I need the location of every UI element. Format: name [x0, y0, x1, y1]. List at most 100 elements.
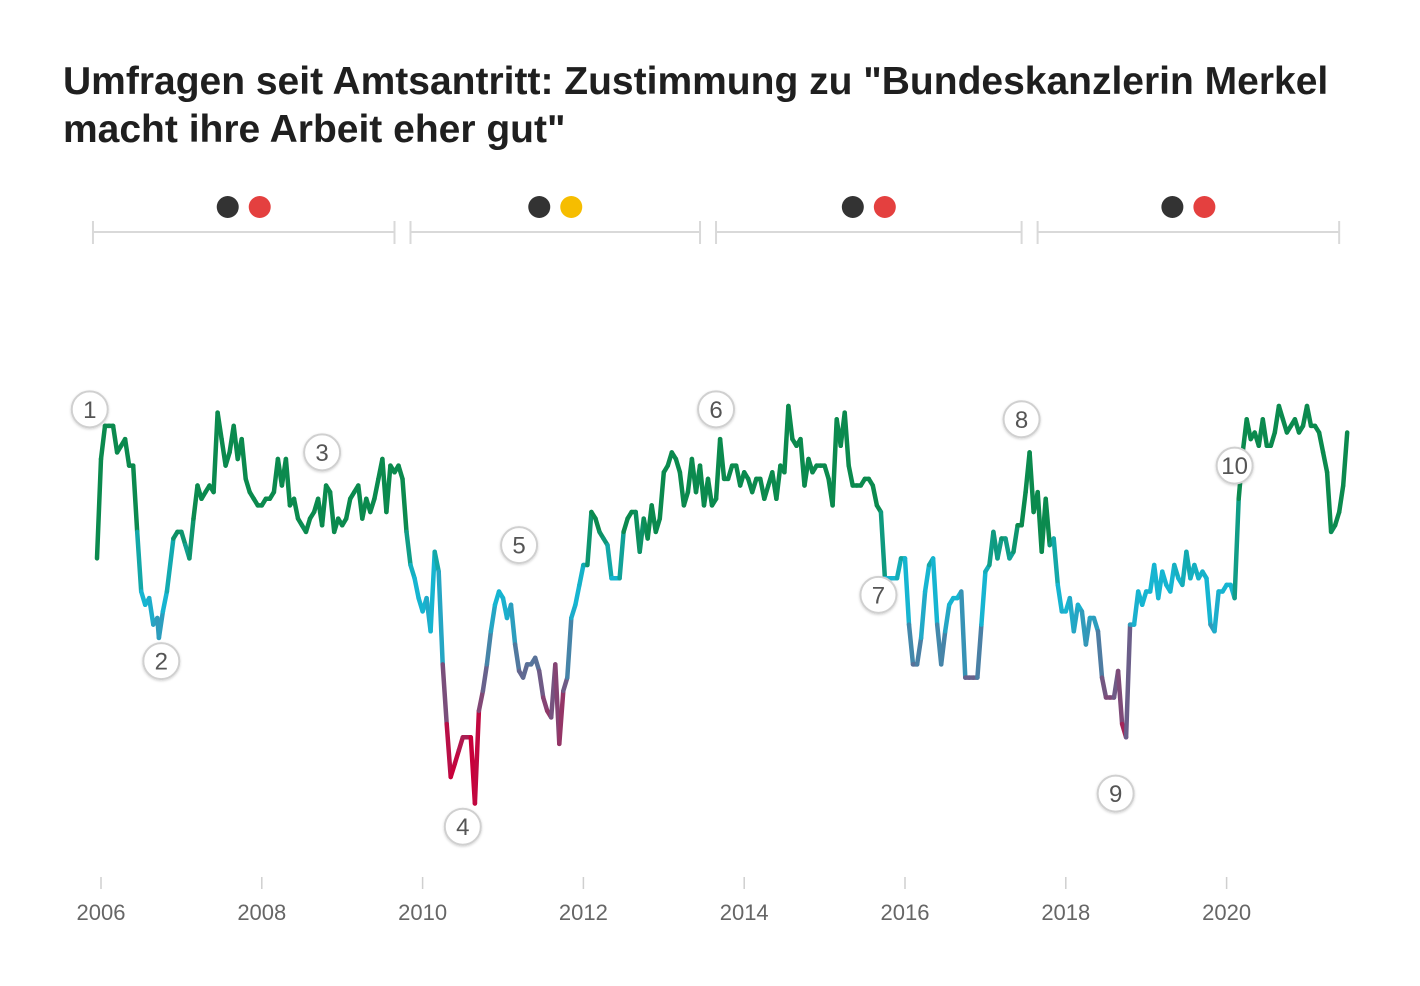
line-segment: [343, 496, 353, 521]
x-tick-label: 2010: [398, 900, 447, 925]
line-segment: [561, 675, 570, 694]
line-segment: [98, 423, 108, 462]
annotation-label: 2: [155, 649, 168, 676]
coalition-period-4: [1036, 196, 1341, 244]
line-segment: [1019, 489, 1028, 528]
line-segment: [1276, 403, 1286, 422]
line-segment: [617, 529, 626, 581]
line-segment: [130, 463, 140, 535]
annotation-5: 5: [500, 526, 539, 565]
annotation-8: 8: [1002, 400, 1041, 439]
line-segment: [532, 655, 542, 674]
line-segment: [520, 662, 530, 680]
line-segment: [842, 410, 851, 468]
line-segment: [774, 463, 783, 502]
line-segment: [396, 463, 405, 482]
annotation-4: 4: [443, 807, 482, 846]
annotation-circle: [1002, 400, 1041, 439]
line-segment: [1123, 622, 1133, 740]
annotation-circle: [500, 526, 539, 565]
line-segment: [211, 410, 220, 495]
line-segment: [577, 562, 586, 588]
line-segment: [822, 463, 831, 482]
annotation-10: 10: [1215, 446, 1254, 485]
party-dot-union: [841, 196, 864, 218]
coalition-period-3: [715, 196, 1023, 244]
line-segment: [1268, 430, 1278, 449]
approval-series: [94, 403, 1350, 806]
annotation-9: 9: [1096, 774, 1135, 813]
line-segment: [1071, 602, 1081, 634]
annotation-label: 1: [83, 397, 96, 424]
line-segment: [456, 735, 466, 753]
party-dot-fdp: [560, 196, 583, 218]
party-dot-spd: [1193, 196, 1216, 218]
line-segment: [569, 602, 578, 621]
line-segment: [536, 668, 546, 700]
line-segment: [681, 489, 691, 508]
line-segment: [1003, 536, 1012, 561]
annotation-circle: [1215, 446, 1254, 485]
annotation-3: 3: [303, 433, 342, 472]
line-segment: [484, 629, 494, 667]
line-segment: [444, 721, 453, 780]
line-segment: [110, 423, 120, 455]
annotation-label: 7: [872, 582, 885, 609]
x-tick-label: 2018: [1041, 900, 1090, 925]
line-segment: [1051, 536, 1061, 588]
line-segment: [930, 556, 940, 627]
party-dot-union: [1161, 196, 1184, 218]
line-segment: [319, 483, 329, 528]
line-segment: [223, 450, 232, 468]
line-segment: [1099, 675, 1109, 700]
line-segment: [1083, 615, 1093, 647]
annotation-label: 6: [709, 397, 722, 424]
x-axis: 2006 2008 2010 2012 2014 2016 2018 2020: [77, 877, 1251, 925]
line-segment: [786, 403, 795, 442]
line-segment: [653, 516, 663, 535]
line-segment: [1055, 582, 1065, 614]
annotation-label: 9: [1109, 781, 1122, 808]
line-segment: [725, 463, 735, 482]
annotation-circle: [1096, 774, 1135, 813]
line-segment: [372, 476, 381, 502]
line-segment: [1320, 450, 1330, 475]
annotation-circle: [70, 390, 109, 429]
line-segment: [1172, 562, 1181, 581]
line-segment: [830, 417, 839, 508]
line-segment: [400, 476, 409, 535]
line-segment: [404, 529, 413, 568]
line-segment: [432, 549, 441, 574]
line-segment: [1304, 403, 1314, 429]
line-segment: [1011, 523, 1020, 555]
line-segment: [1244, 417, 1253, 442]
line-segment: [565, 615, 574, 680]
line-segment: [557, 688, 566, 747]
line-segment: [749, 476, 759, 495]
annotation-circle: [303, 433, 342, 472]
line-segment: [160, 589, 170, 614]
line-segment: [1324, 470, 1334, 535]
annotation-1: 1: [70, 390, 109, 429]
coalition-period-2: [409, 196, 702, 244]
line-segment: [488, 602, 498, 634]
annotation-circle: [697, 390, 736, 429]
line-segment: [480, 662, 490, 694]
annotation-6: 6: [697, 390, 736, 429]
x-tick-label: 2006: [77, 900, 126, 925]
line-segment: [156, 609, 166, 641]
line-segment: [540, 695, 550, 714]
line-segment: [979, 569, 988, 627]
line-segment: [215, 410, 224, 442]
line-segment: [995, 536, 1004, 561]
line-segment: [573, 582, 582, 608]
line-segment: [1212, 589, 1221, 634]
line-segment: [291, 496, 301, 521]
line-segment: [436, 569, 445, 667]
line-segment: [1204, 576, 1213, 627]
annotations: 1 2 3 4 5 6 7 8 9 10: [70, 390, 1254, 846]
line-segment: [922, 562, 932, 594]
x-tick-label: 2008: [237, 900, 286, 925]
line-segment: [448, 761, 458, 780]
